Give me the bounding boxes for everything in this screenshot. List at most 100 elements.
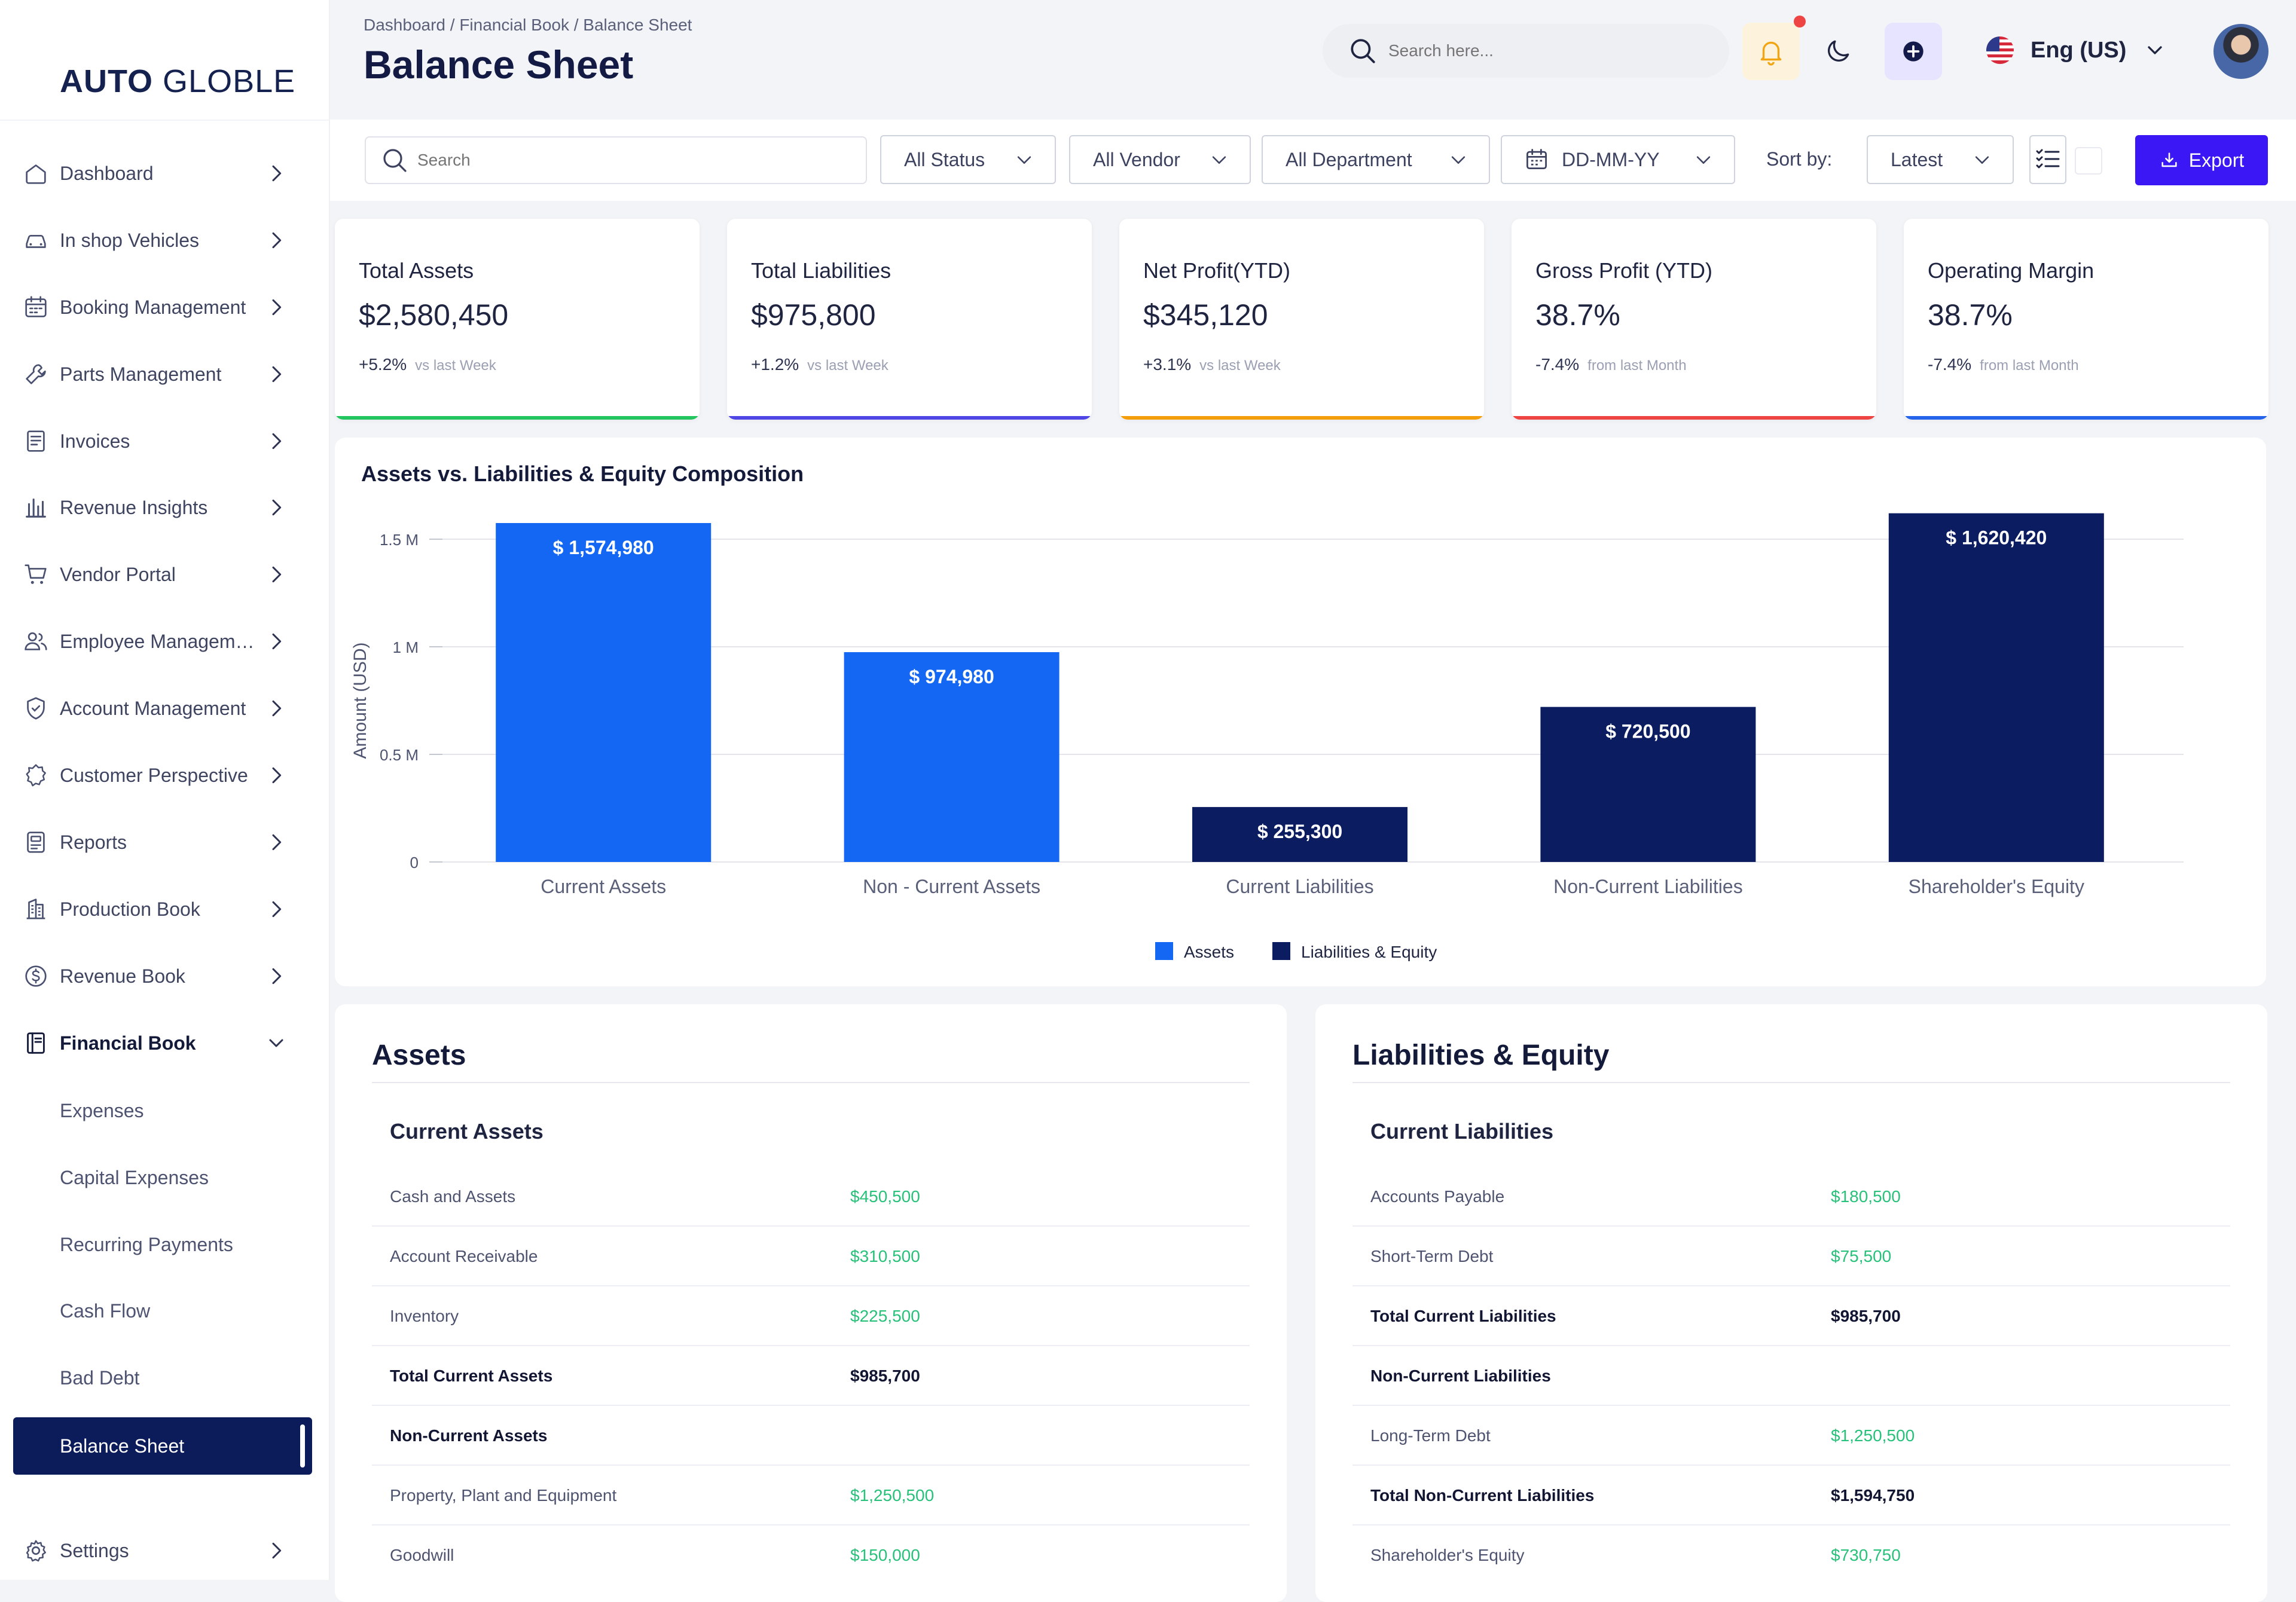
sort-label: Sort by: <box>1766 148 1833 170</box>
sort-dropdown[interactable]: Latest <box>1867 135 2014 184</box>
liabilities-panel-title: Liabilities & Equity <box>1352 1040 1610 1071</box>
sidebar-item-label: Dashboard <box>60 162 154 184</box>
sidebar-item-production-book[interactable]: Production Book <box>13 881 312 938</box>
kpi-accent-underline <box>1512 416 1876 420</box>
chevron-right-icon[interactable] <box>264 562 288 586</box>
chevron-down-icon <box>1017 156 1031 164</box>
sidebar-item-invoices[interactable]: Invoices <box>13 412 312 470</box>
sidebar-item-employee-management[interactable]: Employee Management <box>13 613 312 670</box>
sidebar-item-booking-management[interactable]: Booking Management <box>13 279 312 336</box>
chevron-right-icon[interactable] <box>264 763 288 787</box>
add-button[interactable] <box>1885 23 1942 80</box>
export-label: Export <box>2188 149 2245 171</box>
theme-toggle-button[interactable] <box>1809 23 1867 80</box>
active-indicator <box>300 1424 305 1468</box>
row-divider <box>1352 1465 2230 1466</box>
sidebar-subitem-recurring-payments[interactable]: Recurring Payments <box>60 1234 233 1255</box>
language-selector[interactable]: Eng (US) <box>1986 29 2167 72</box>
row-value: $150,000 <box>850 1546 920 1564</box>
notification-button[interactable] <box>1742 23 1800 80</box>
dollar-icon <box>20 961 51 992</box>
sidebar-item-customer-perspective[interactable]: Customer Perspective <box>13 747 312 804</box>
table-search[interactable] <box>365 136 867 184</box>
chevron-right-icon[interactable] <box>264 897 288 921</box>
row-divider <box>372 1465 1250 1466</box>
sidebar-item-dashboard[interactable]: Dashboard <box>13 145 312 202</box>
grid-view-icon[interactable] <box>2075 147 2102 175</box>
chevron-right-icon[interactable] <box>264 1539 288 1563</box>
chevron-down-icon[interactable] <box>264 1031 288 1055</box>
calendar-icon <box>1526 149 1547 170</box>
kpi-period: vs last Week <box>415 357 496 374</box>
brand-logo[interactable]: AUTO GLOBLE <box>60 63 295 100</box>
chevron-right-icon[interactable] <box>264 228 288 252</box>
status-dropdown[interactable]: All Status <box>880 135 1056 184</box>
chevron-right-icon[interactable] <box>264 295 288 319</box>
sidebar-subitem-label: Balance Sheet <box>60 1435 185 1457</box>
breadcrumb[interactable]: Dashboard / Financial Book / Balance She… <box>364 16 692 34</box>
row-divider <box>372 1345 1250 1346</box>
sidebar-item-revenue-book[interactable]: Revenue Book <box>13 947 312 1005</box>
table-search-input[interactable] <box>417 151 860 170</box>
kpi-card-operating-margin[interactable]: Operating Margin 38.7% -7.4% from last Mont… <box>1904 219 2268 420</box>
sidebar-subitem-balance-sheet[interactable]: Balance Sheet <box>13 1417 312 1475</box>
sidebar-item-in-shop-vehicles[interactable]: In shop Vehicles <box>13 212 312 269</box>
date-picker[interactable]: DD-MM-YY <box>1501 135 1735 184</box>
y-tick-label: 1 M <box>393 638 419 656</box>
checklist-view-button[interactable] <box>2029 135 2066 184</box>
kpi-change: +1.2% vs last Week <box>751 355 889 374</box>
badge-icon <box>20 760 51 791</box>
kpi-card-total-liabilities[interactable]: Total Liabilities $975,800 +1.2% vs last We… <box>727 219 1092 420</box>
sidebar-subitem-cash-flow[interactable]: Cash Flow <box>60 1300 151 1322</box>
sidebar-item-label: Parts Management <box>60 363 222 385</box>
status-dropdown-label: All Status <box>904 148 985 170</box>
kpi-card-gross-profit-ytd[interactable]: Gross Profit (YTD) 38.7% -7.4% from last Mo… <box>1512 219 1876 420</box>
chevron-right-icon[interactable] <box>264 629 288 653</box>
sidebar-item-vendor-portal[interactable]: Vendor Portal <box>13 546 312 603</box>
chevron-down-icon <box>2148 46 2163 54</box>
assets-panel: Assets Current Assets Cash and Assets $45… <box>335 1004 1287 1602</box>
sidebar-subitem-bad-debt[interactable]: Bad Debt <box>60 1367 140 1389</box>
row-label: Inventory <box>390 1307 459 1325</box>
row-divider <box>372 1405 1250 1406</box>
kpi-card-total-assets[interactable]: Total Assets $2,580,450 +5.2% vs last Week <box>335 219 700 420</box>
sidebar-item-label: Vendor Portal <box>60 563 176 585</box>
chevron-right-icon[interactable] <box>264 362 288 386</box>
chevron-right-icon[interactable] <box>264 161 288 185</box>
vendor-dropdown[interactable]: All Vendor <box>1069 135 1251 184</box>
sidebar-item-settings[interactable]: Settings <box>13 1522 312 1579</box>
sidebar-item-label: Revenue Book <box>60 965 185 987</box>
gear-icon <box>20 1535 51 1566</box>
export-button[interactable]: Export <box>2135 135 2268 185</box>
kpi-card-net-profit-ytd[interactable]: Net Profit(YTD) $345,120 +3.1% vs last Week <box>1119 219 1484 420</box>
sidebar-item-revenue-insights[interactable]: Revenue Insights <box>13 479 312 536</box>
plus-circle-icon <box>1903 41 1923 62</box>
users-icon <box>20 626 51 657</box>
row-value: $310,500 <box>850 1247 920 1265</box>
sidebar-item-financial-book[interactable]: Financial Book <box>13 1014 312 1072</box>
sidebar-item-reports[interactable]: Reports <box>13 814 312 871</box>
kpi-change: -7.4% from last Month <box>1535 355 1687 374</box>
chevron-right-icon[interactable] <box>264 496 288 519</box>
sidebar-item-label: Settings <box>60 1539 129 1561</box>
vendor-dropdown-label: All Vendor <box>1093 148 1180 170</box>
kpi-label: Total Assets <box>359 258 474 283</box>
row-label: Non-Current Assets <box>390 1426 548 1445</box>
sidebar-subitem-capital-expenses[interactable]: Capital Expenses <box>60 1167 209 1188</box>
avatar[interactable] <box>2213 24 2268 79</box>
sidebar-item-parts-management[interactable]: Parts Management <box>13 346 312 403</box>
chevron-right-icon[interactable] <box>264 964 288 988</box>
chevron-right-icon[interactable] <box>264 696 288 720</box>
global-search[interactable] <box>1323 24 1729 78</box>
chevron-right-icon[interactable] <box>264 830 288 854</box>
department-dropdown[interactable]: All Department <box>1262 135 1490 184</box>
kpi-change: +3.1% vs last Week <box>1143 355 1281 374</box>
table-row: Long-Term Debt $1,250,500 <box>1352 1406 2230 1466</box>
row-divider <box>372 1285 1250 1286</box>
y-tick-label: 0 <box>410 854 419 872</box>
sidebar-item-account-management[interactable]: Account Management <box>13 680 312 737</box>
global-search-input[interactable] <box>1388 41 1699 60</box>
chevron-right-icon[interactable] <box>264 429 288 453</box>
sidebar-item-label: Invoices <box>60 430 130 452</box>
sidebar-subitem-expenses[interactable]: Expenses <box>60 1100 144 1121</box>
